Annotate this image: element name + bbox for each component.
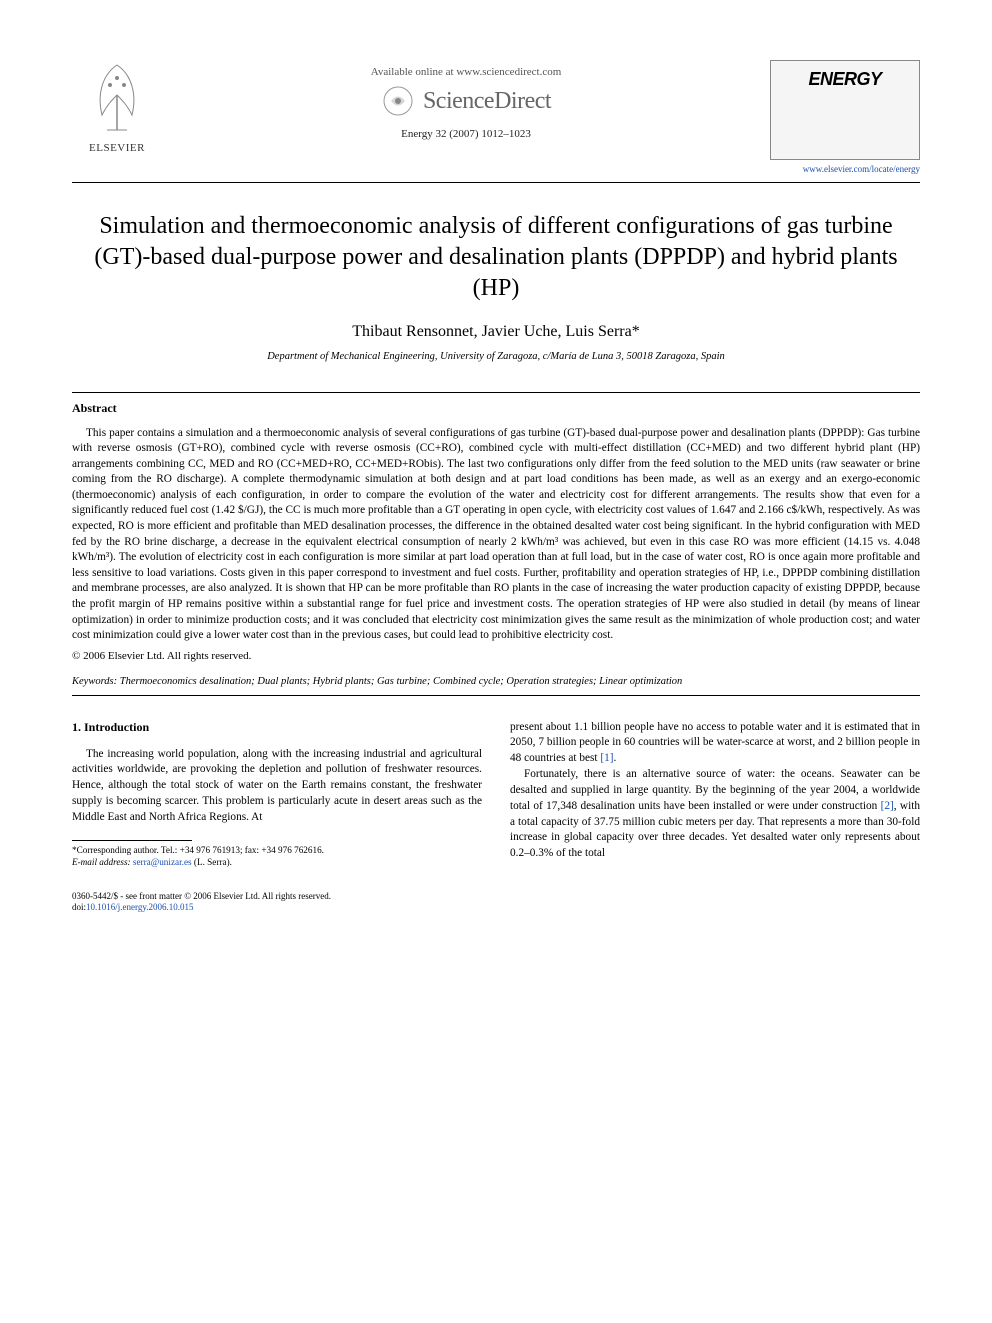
elsevier-tree-icon	[82, 60, 152, 140]
intro-left-text: The increasing world population, along w…	[72, 747, 482, 826]
copyright-line: © 2006 Elsevier Ltd. All rights reserved…	[72, 650, 920, 662]
journal-cover: ENERGY	[770, 60, 920, 160]
journal-reference: Energy 32 (2007) 1012–1023	[162, 128, 770, 140]
abstract-bottom-rule	[72, 695, 920, 696]
intro-heading: 1. Introduction	[72, 720, 482, 735]
intro-p1r-a: present about 1.1 billion people have no…	[510, 721, 920, 765]
abstract-text: This paper contains a simulation and a t…	[72, 427, 920, 642]
authors: Thibaut Rensonnet, Javier Uche, Luis Ser…	[72, 323, 920, 341]
sciencedirect-logo-row: ScienceDirect	[162, 84, 770, 118]
abstract-top-rule	[72, 392, 920, 393]
email-name: (L. Serra).	[194, 857, 232, 867]
publisher-name: ELSEVIER	[72, 142, 162, 154]
publisher-logo-block: ELSEVIER	[72, 60, 162, 154]
paper-title: Simulation and thermoeconomic analysis o…	[92, 211, 900, 305]
footnote-rule	[72, 840, 192, 841]
email-link[interactable]: serra@unizar.es	[133, 857, 192, 867]
keywords-row: Keywords: Thermoeconomics desalination; …	[72, 676, 920, 687]
page-footer: 0360-5442/$ - see front matter © 2006 El…	[72, 891, 920, 914]
journal-name: ENERGY	[808, 69, 881, 90]
email-row: E-mail address: serra@unizar.es (L. Serr…	[72, 857, 482, 869]
doi-label: doi:	[72, 902, 86, 912]
left-column: 1. Introduction The increasing world pop…	[72, 720, 482, 869]
ref-1-link[interactable]: [1]	[600, 752, 613, 764]
intro-p2-right: Fortunately, there is an alternative sou…	[510, 767, 920, 862]
keywords-text: Thermoeconomics desalination; Dual plant…	[120, 676, 683, 687]
sciencedirect-text: ScienceDirect	[423, 88, 551, 115]
journal-cover-block: ENERGY www.elsevier.com/locate/energy	[770, 60, 920, 174]
ref-2-link[interactable]: [2]	[881, 800, 894, 812]
intro-p1-left: The increasing world population, along w…	[72, 747, 482, 826]
sciencedirect-icon	[381, 84, 415, 118]
footer-left: 0360-5442/$ - see front matter © 2006 El…	[72, 891, 331, 914]
available-online-text: Available online at www.sciencedirect.co…	[162, 66, 770, 78]
center-header: Available online at www.sciencedirect.co…	[162, 60, 770, 140]
affiliation: Department of Mechanical Engineering, Un…	[72, 351, 920, 362]
intro-p2r-a: Fortunately, there is an alternative sou…	[510, 768, 920, 812]
corresponding-author: *Corresponding author. Tel.: +34 976 761…	[72, 845, 482, 857]
body-columns: 1. Introduction The increasing world pop…	[72, 720, 920, 869]
intro-p1r-end: .	[614, 752, 617, 764]
right-column: present about 1.1 billion people have no…	[510, 720, 920, 869]
email-label: E-mail address:	[72, 857, 131, 867]
abstract-body: This paper contains a simulation and a t…	[72, 426, 920, 644]
doi-link[interactable]: 10.1016/j.energy.2006.10.015	[86, 902, 194, 912]
paper-header: ELSEVIER Available online at www.science…	[72, 60, 920, 174]
front-matter-line: 0360-5442/$ - see front matter © 2006 El…	[72, 891, 331, 903]
footnote-block: *Corresponding author. Tel.: +34 976 761…	[72, 845, 482, 869]
intro-p1-right: present about 1.1 billion people have no…	[510, 720, 920, 767]
abstract-heading: Abstract	[72, 401, 920, 416]
doi-line: doi:10.1016/j.energy.2006.10.015	[72, 902, 331, 914]
keywords-label: Keywords:	[72, 676, 117, 687]
header-rule	[72, 182, 920, 183]
intro-right-text: present about 1.1 billion people have no…	[510, 720, 920, 862]
journal-url[interactable]: www.elsevier.com/locate/energy	[770, 164, 920, 174]
